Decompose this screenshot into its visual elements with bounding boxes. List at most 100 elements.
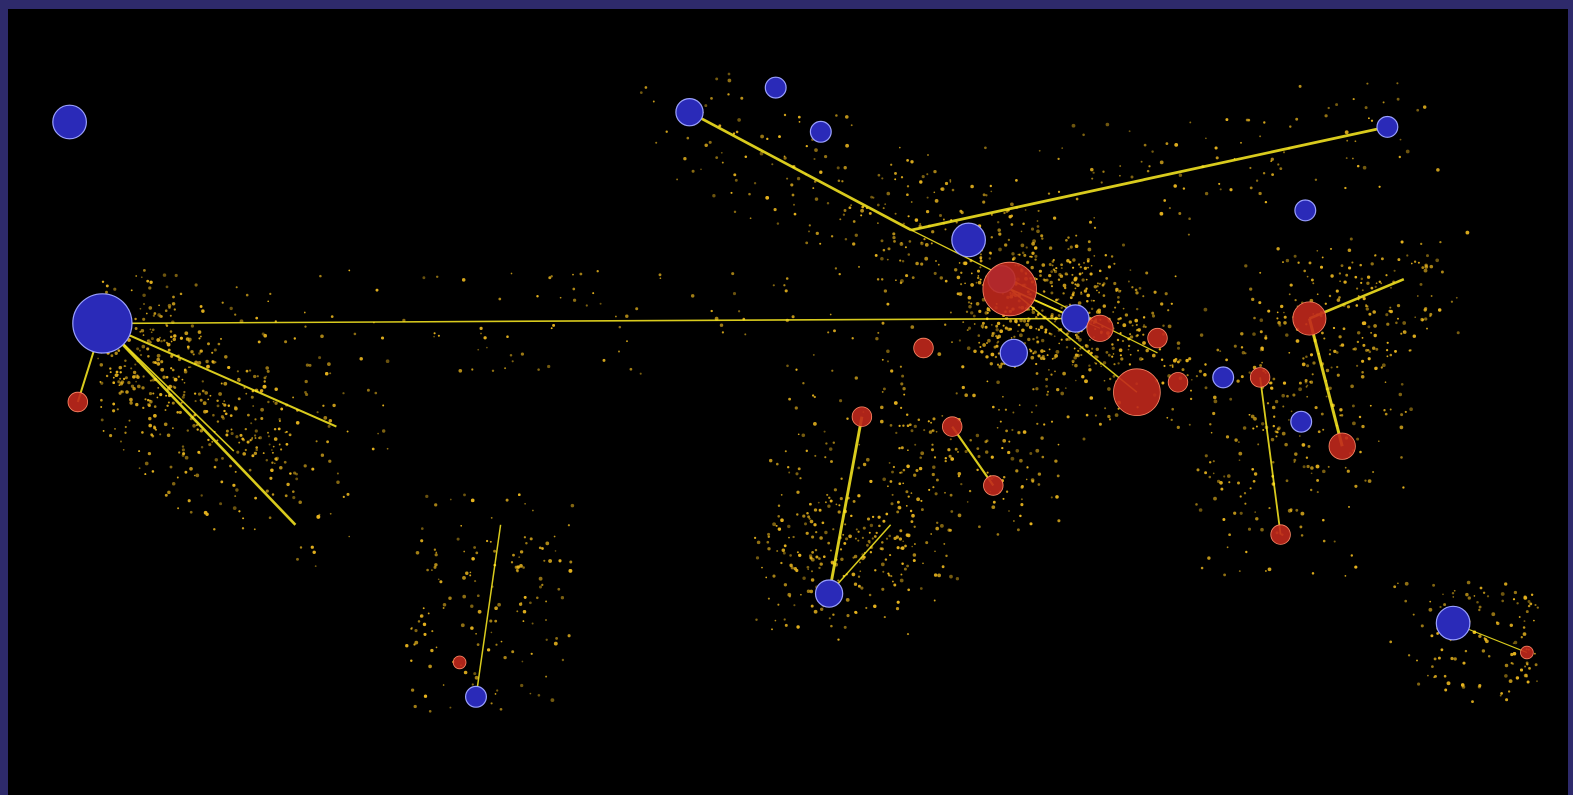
flow-dot xyxy=(1267,309,1271,313)
flow-dot xyxy=(1338,296,1341,299)
flow-dot xyxy=(1260,527,1264,532)
flow-dot xyxy=(920,508,924,512)
flow-dot xyxy=(829,313,832,316)
flow-dot xyxy=(937,263,940,266)
flow-dot xyxy=(220,337,222,340)
flow-dot xyxy=(819,562,823,566)
flow-dot xyxy=(986,471,989,474)
flow-dot xyxy=(691,169,695,173)
flow-dot xyxy=(519,550,524,554)
flow-dot xyxy=(1117,362,1120,365)
flow-dot xyxy=(1504,674,1508,678)
flow-dot xyxy=(434,563,438,567)
flow-dot xyxy=(942,218,945,221)
flow-dot xyxy=(149,280,153,284)
flow-dot xyxy=(976,447,980,450)
flow-dot xyxy=(907,215,910,218)
flow-dot xyxy=(935,478,939,482)
flow-dot xyxy=(273,462,276,465)
flow-dot xyxy=(1088,339,1091,341)
flow-dot xyxy=(827,504,831,508)
flow-dot xyxy=(1522,632,1527,636)
flow-dot xyxy=(886,349,890,354)
flow-dot xyxy=(114,351,118,355)
flow-dot xyxy=(1381,363,1386,368)
flow-dot xyxy=(1196,468,1200,472)
flow-dot xyxy=(999,420,1002,423)
flow-dot xyxy=(1283,315,1287,319)
flow-dot xyxy=(1344,466,1347,469)
flow-dot xyxy=(265,375,268,378)
flow-dot xyxy=(1215,156,1219,160)
flow-dot xyxy=(1229,188,1233,192)
flow-dot xyxy=(896,600,900,604)
flow-dot xyxy=(980,324,985,328)
flow-dot xyxy=(813,508,818,512)
flow-dot xyxy=(915,261,919,266)
flow-dot xyxy=(198,337,201,340)
flow-dot xyxy=(170,340,173,343)
flow-dot xyxy=(172,295,175,299)
flow-dot xyxy=(935,478,939,482)
flow-dot xyxy=(1465,230,1470,235)
flow-dot xyxy=(1053,356,1056,360)
flow-dot xyxy=(1413,260,1417,263)
flow-dot xyxy=(753,536,757,540)
flow-dot xyxy=(348,535,351,538)
flow-dot xyxy=(1420,624,1424,628)
flow-dot xyxy=(198,352,201,355)
flow-dot xyxy=(1008,510,1010,512)
flow-dot xyxy=(1402,486,1405,489)
flow-dot xyxy=(966,501,969,503)
flow-dot xyxy=(531,622,534,625)
flow-dot xyxy=(1036,225,1040,228)
flow-dot xyxy=(124,425,127,429)
flow-dot xyxy=(1238,570,1241,573)
flow-dot xyxy=(916,497,920,502)
flow-dot xyxy=(213,528,216,531)
flow-dot xyxy=(1393,269,1396,272)
flow-dot xyxy=(135,380,137,383)
flow-dot xyxy=(1089,272,1093,276)
flow-dot xyxy=(805,144,808,148)
flow-dot xyxy=(1131,324,1134,327)
flow-dot xyxy=(342,495,345,499)
flow-dot xyxy=(1207,556,1211,560)
flow-dot xyxy=(1142,333,1145,336)
flow-dot xyxy=(1436,632,1439,635)
flow-dot xyxy=(772,522,776,527)
flow-dot xyxy=(776,462,779,466)
flow-dot xyxy=(1023,319,1027,323)
flow-dot xyxy=(147,355,150,358)
flow-dot xyxy=(1345,157,1348,160)
flow-dot xyxy=(690,294,695,298)
flow-dot xyxy=(1464,649,1468,653)
flow-dot xyxy=(1096,289,1098,292)
flow-dot xyxy=(1091,347,1094,350)
flow-dot xyxy=(1361,424,1365,429)
flow-dot xyxy=(874,569,877,572)
flow-dot xyxy=(826,202,830,205)
flow-dot xyxy=(135,402,139,407)
flow-dot xyxy=(1340,264,1344,268)
flow-dot xyxy=(1005,490,1009,493)
flow-dot xyxy=(1366,82,1369,85)
flow-dot xyxy=(1243,492,1247,495)
flow-dot xyxy=(1195,503,1198,506)
flow-dot xyxy=(913,543,916,545)
flow-dot xyxy=(1305,456,1309,459)
flow-dot xyxy=(147,402,151,407)
flow-dot xyxy=(826,493,829,496)
flow-dot xyxy=(134,363,137,366)
flow-dot xyxy=(1056,387,1060,392)
flow-dot xyxy=(141,344,146,349)
flow-dot xyxy=(311,467,315,471)
flow-dot xyxy=(140,328,145,333)
flow-dot xyxy=(248,468,252,472)
flow-dot xyxy=(809,589,814,594)
flow-dot xyxy=(948,528,952,532)
flow-dot xyxy=(811,394,815,397)
flow-dot xyxy=(559,296,562,299)
flow-dot xyxy=(1344,186,1347,190)
